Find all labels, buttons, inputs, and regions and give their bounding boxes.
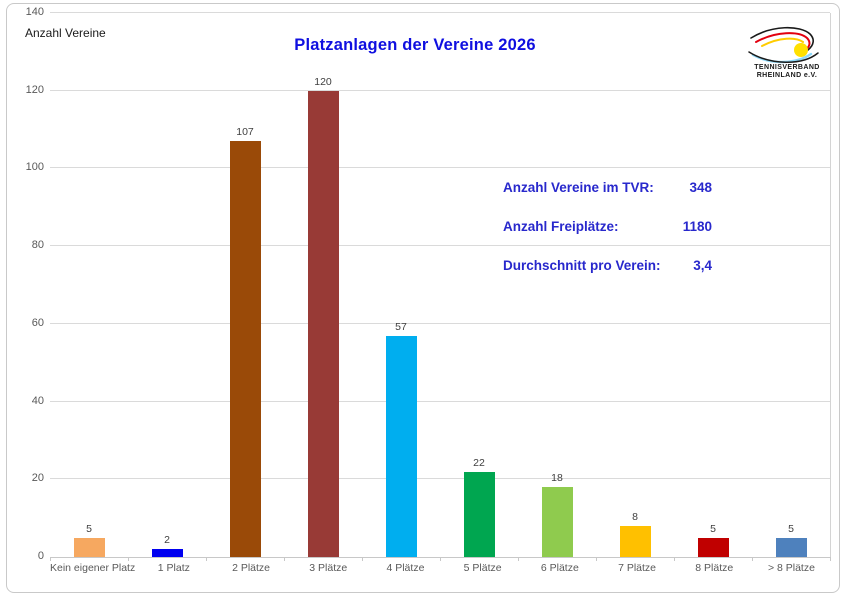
logo-line2: RHEINLAND e.V. — [756, 71, 818, 79]
y-axis-tick-label: 40 — [31, 394, 44, 407]
bars-row: 5 2 107 120 57 22 18 8 5 5 — [50, 13, 830, 557]
stat-row: Anzahl Freiplätze: 1180 — [503, 219, 712, 234]
bar-value-label: 2 — [164, 534, 170, 547]
bar-column: 5 — [50, 13, 128, 557]
bar-value-label: 5 — [86, 522, 92, 535]
gridline — [50, 89, 830, 91]
x-axis-category-label: 4 Plätze — [386, 562, 425, 574]
bar — [385, 335, 417, 557]
bar — [151, 549, 183, 557]
stat-label: Anzahl Vereine im TVR: — [503, 180, 654, 195]
bar-column: 5 — [674, 13, 752, 557]
x-axis-tick — [518, 557, 519, 561]
x-axis-category-label: 1 Platz — [157, 562, 190, 574]
gridline — [50, 322, 830, 324]
y-axis-tick-label: 80 — [31, 239, 44, 252]
stat-label: Anzahl Freiplätze: — [503, 219, 619, 234]
x-axis-category-label: 6 Plätze — [540, 562, 579, 574]
stat-label: Durchschnitt pro Verein: — [503, 258, 661, 273]
tvr-logo-swoosh-icon — [748, 26, 819, 64]
x-axis-category-label: > 8 Plätze — [767, 562, 815, 574]
bar — [463, 471, 495, 557]
x-axis-tick — [362, 557, 363, 561]
bar — [73, 537, 105, 557]
stat-value: 1180 — [682, 219, 712, 234]
logo-line1: TENNISVERBAND — [754, 64, 820, 71]
bar-column: 5 — [752, 13, 830, 557]
bar-value-label: 5 — [788, 522, 794, 535]
bar-value-label: 8 — [632, 510, 638, 523]
y-axis-tick-label: 20 — [31, 472, 44, 485]
chart-title: Platzanlagen der Vereine 2026 — [294, 36, 536, 54]
plot-area: 5 2 107 120 57 22 18 8 5 5 — [50, 12, 831, 558]
bar-column: 18 — [518, 13, 596, 557]
logo-text: TENNISVERBAND RHEINLAND e.V. — [746, 64, 828, 79]
x-axis-tick — [206, 557, 207, 561]
bar — [229, 141, 261, 557]
y-axis-tick-label: 0 — [37, 550, 44, 562]
x-axis-category-label: 3 Plätze — [309, 562, 348, 574]
bar — [775, 537, 807, 557]
bar-column: 8 — [596, 13, 674, 557]
x-axis-category-label: 8 Plätze — [695, 562, 734, 574]
bar-value-label: 107 — [236, 126, 254, 139]
gridline — [50, 478, 830, 480]
gridline — [50, 400, 830, 402]
x-axis-tick — [50, 557, 51, 561]
bar — [619, 525, 651, 557]
x-axis-tick — [128, 557, 129, 561]
y-axis-tick-label: 100 — [25, 161, 44, 174]
stat-row: Durchschnitt pro Verein: 3,4 — [503, 258, 712, 273]
y-axis-tick-label: 120 — [25, 83, 44, 96]
x-axis-category-label: 5 Plätze — [463, 562, 502, 574]
tvr-logo: TENNISVERBAND RHEINLAND e.V. — [744, 23, 830, 83]
x-axis-category-label: 2 Plätze — [232, 562, 271, 574]
bar-value-label: 22 — [473, 456, 485, 469]
x-axis-tick — [284, 557, 285, 561]
bar-column: 107 — [206, 13, 284, 557]
bar — [307, 90, 339, 557]
gridline — [50, 167, 830, 169]
tennis-ball-icon — [794, 43, 808, 57]
x-axis-tick — [752, 557, 753, 561]
y-axis-tick-label: 140 — [25, 6, 44, 18]
gridline — [50, 245, 830, 247]
stat-row: Anzahl Vereine im TVR: 348 — [503, 180, 712, 195]
x-axis-tick — [596, 557, 597, 561]
x-axis-category-label: 7 Plätze — [618, 562, 657, 574]
x-axis-tick — [440, 557, 441, 561]
bar-value-label: 57 — [395, 320, 407, 333]
bar — [541, 487, 573, 557]
bar-column: 57 — [362, 13, 440, 557]
bar-column: 22 — [440, 13, 518, 557]
bar-value-label: 120 — [314, 75, 332, 88]
bar-value-label: 5 — [710, 522, 716, 535]
bar-value-label: 18 — [551, 472, 563, 485]
y-axis-tick-label: 60 — [31, 316, 44, 329]
bar — [697, 537, 729, 557]
x-axis-tick — [830, 557, 831, 561]
x-axis-labels: Kein eigener Platz 1 Platz 2 Plätze 3 Plätz… — [50, 562, 830, 574]
stat-value: 3,4 — [693, 258, 712, 273]
x-axis-tick — [674, 557, 675, 561]
gridline — [50, 12, 830, 13]
bar-column: 120 — [284, 13, 362, 557]
x-axis-category-label: Kein eigener Platz — [50, 562, 136, 574]
y-axis-title: Anzahl Vereine — [25, 26, 106, 40]
bar-column: 2 — [128, 13, 206, 557]
stat-value: 348 — [689, 180, 712, 195]
